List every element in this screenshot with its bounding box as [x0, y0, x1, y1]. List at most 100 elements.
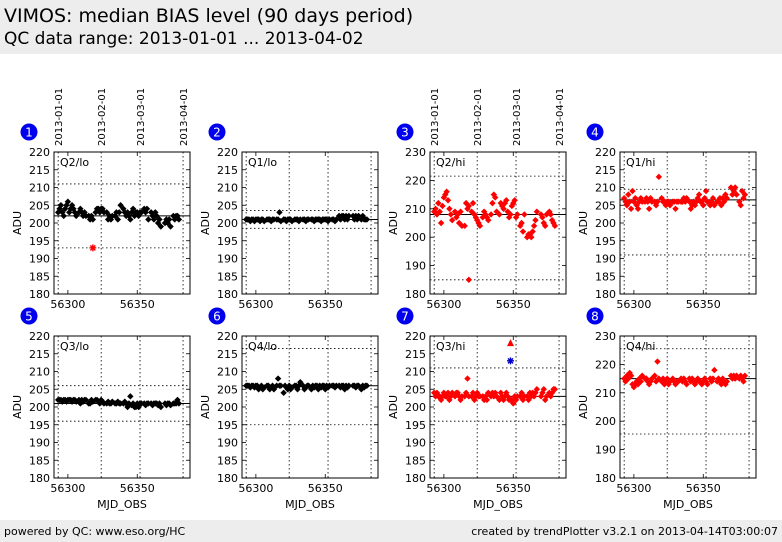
- data-point: [654, 358, 661, 365]
- panel-label: Q3/hi: [436, 340, 465, 353]
- data-point: [519, 228, 527, 235]
- y-tick-label: 215: [217, 348, 238, 361]
- y-tick-label: 205: [29, 199, 50, 212]
- data-point: [666, 378, 674, 385]
- date-tick-label: 2013-01-01: [54, 88, 65, 146]
- y-tick-label: 205: [217, 199, 238, 212]
- outlier-point: [506, 339, 514, 347]
- panel-label: Q2/hi: [436, 156, 465, 169]
- y-tick-label: 210: [217, 182, 238, 195]
- data-point: [688, 375, 696, 382]
- y-tick-label: 220: [217, 146, 238, 159]
- y-axis-label: ADU: [387, 395, 400, 419]
- data-point: [537, 393, 545, 400]
- y-tick-label: 195: [405, 419, 426, 432]
- y-axis-label: ADU: [387, 211, 400, 235]
- y-tick-label: 185: [29, 454, 50, 467]
- y-tick-label: 200: [217, 401, 238, 414]
- panel-label: Q1/hi: [626, 156, 655, 169]
- data-point: [683, 194, 690, 202]
- y-tick-label: 185: [29, 270, 50, 283]
- data-point: [496, 211, 503, 218]
- y-tick-label: 210: [405, 203, 426, 216]
- data-point: [164, 219, 171, 227]
- x-tick-label: 56350: [496, 298, 531, 311]
- data-point: [626, 198, 633, 205]
- data-point: [652, 378, 660, 385]
- y-tick-label: 195: [217, 235, 238, 248]
- y-tick-label: 195: [29, 419, 50, 432]
- data-point: [662, 202, 669, 209]
- data-point: [276, 209, 283, 216]
- data-point: [437, 219, 445, 227]
- data-point: [541, 396, 549, 404]
- data-point: [669, 375, 676, 382]
- y-axis-label: ADU: [577, 395, 590, 419]
- x-tick-label: 56300: [426, 482, 461, 495]
- data-point: [175, 216, 183, 223]
- data-point: [722, 191, 729, 198]
- data-point: [680, 375, 688, 382]
- data-point: [89, 216, 97, 223]
- plot-frame: [619, 335, 757, 479]
- x-tick-label: 56300: [426, 298, 461, 311]
- footer-created: created by trendPlotter v3.2.1 on 2013-0…: [471, 525, 778, 538]
- panel-label: Q1/lo: [248, 156, 277, 169]
- data-point: [652, 202, 660, 209]
- data-point: [175, 400, 183, 407]
- data-point: [532, 216, 539, 224]
- y-axis-label: ADU: [11, 395, 24, 419]
- data-point: [550, 219, 557, 227]
- x-axis-label: MJD_OBS: [285, 498, 335, 511]
- data-point: [540, 219, 547, 227]
- date-tick-label: 2013-02-01: [97, 88, 108, 146]
- panel-number-badge: [586, 123, 604, 141]
- data-point: [457, 208, 464, 215]
- data-point: [551, 386, 559, 393]
- y-axis-label: ADU: [199, 211, 212, 235]
- data-point: [532, 389, 539, 396]
- plot-frame: [241, 151, 379, 295]
- y-tick-label: 215: [29, 348, 50, 361]
- panel-number-badge: [208, 307, 226, 325]
- date-tick-label: 2013-04-01: [555, 88, 566, 146]
- data-point: [345, 212, 353, 220]
- data-point: [629, 187, 636, 195]
- data-point: [707, 202, 714, 209]
- data-point: [658, 194, 665, 202]
- x-axis-label: MJD_OBS: [97, 498, 147, 511]
- data-point: [436, 208, 443, 215]
- y-tick-label: 200: [405, 401, 426, 414]
- data-point: [529, 228, 536, 235]
- data-point: [702, 187, 710, 195]
- data-point: [82, 396, 90, 404]
- outlier-point: [506, 357, 514, 365]
- data-point: [68, 202, 76, 209]
- data-point: [528, 234, 535, 241]
- y-tick-label: 185: [217, 454, 238, 467]
- data-point: [737, 372, 744, 379]
- data-point: [695, 191, 703, 198]
- y-tick-label: 220: [29, 330, 50, 343]
- data-point: [512, 214, 520, 221]
- data-point: [737, 202, 744, 209]
- data-point: [363, 382, 371, 389]
- data-point: [464, 375, 471, 382]
- y-tick-label: 190: [405, 437, 426, 450]
- data-point: [485, 216, 492, 224]
- x-tick-label: 56350: [496, 482, 531, 495]
- panel-number: 1: [25, 126, 33, 140]
- y-tick-label: 205: [217, 383, 238, 396]
- data-point: [432, 205, 439, 212]
- data-point: [277, 382, 285, 389]
- data-point: [723, 378, 731, 385]
- data-point: [655, 173, 663, 181]
- data-point: [694, 375, 701, 382]
- data-point: [143, 205, 151, 212]
- data-point: [345, 382, 353, 389]
- panel-number-badge: [586, 307, 604, 325]
- data-point: [709, 194, 717, 202]
- data-point: [627, 205, 635, 212]
- y-tick-label: 200: [217, 217, 238, 230]
